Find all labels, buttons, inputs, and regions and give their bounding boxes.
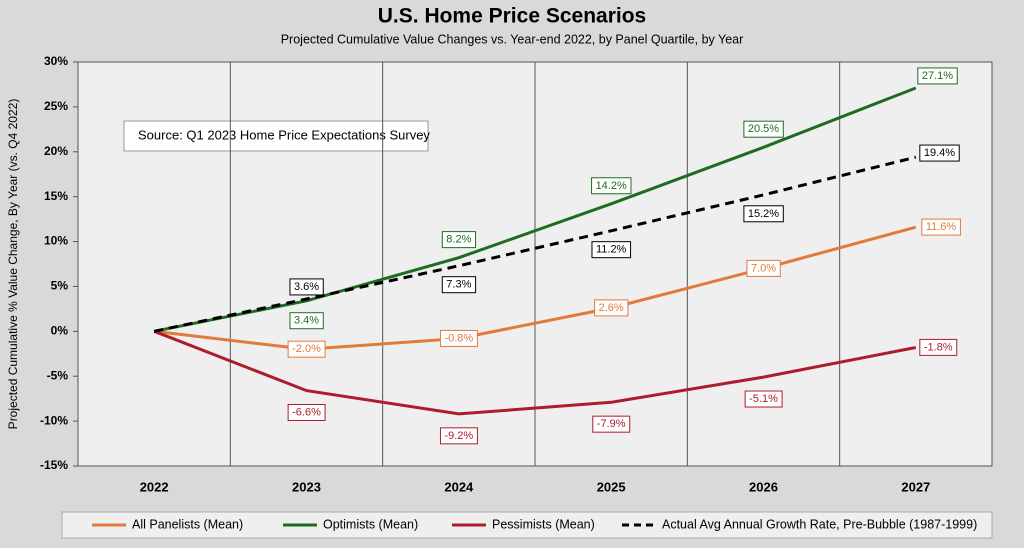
chart-title: U.S. Home Price Scenarios [378,5,646,28]
data-label-text: 11.6% [926,221,957,233]
y-tick-label: -15% [40,458,68,472]
data-label-text: -0.8% [444,332,473,344]
series-line [153,86,917,333]
data-label: -0.8% [439,329,478,347]
data-label: -9.2% [439,427,478,445]
data-label-box [921,218,961,236]
data-label-box [917,67,958,85]
data-label: 14.2% [591,177,632,195]
data-label: 3.4% [289,312,324,330]
legend-label: Pessimists (Mean) [492,517,595,531]
data-label-box [439,427,478,445]
data-label-box [289,278,324,296]
data-label: 11.6% [921,218,961,236]
data-label-text: 3.6% [294,281,319,293]
data-label-box [744,390,783,408]
data-label-text: -1.8% [924,341,953,353]
chart-subtitle: Projected Cumulative Value Changes vs. Y… [281,32,744,46]
data-label-text: 11.2% [596,244,627,256]
data-label: 11.2% [591,241,632,259]
data-label-text: 20.5% [748,123,779,135]
legend-label: Actual Avg Annual Growth Rate, Pre-Bubbl… [662,517,977,531]
data-label: 2.6% [594,299,629,317]
y-tick-label: 30% [44,54,68,68]
x-tick-label: 2023 [292,479,321,494]
data-label: -5.1% [744,390,783,408]
legend [61,511,993,539]
y-tick-label: 20% [44,144,68,158]
data-label-box [439,329,478,347]
data-label: 27.1% [917,67,958,85]
data-label-text: 2.6% [599,302,624,314]
data-label-box [919,144,960,162]
y-tick-label: 0% [51,324,69,338]
data-label-box [287,403,326,421]
data-label-box [591,177,632,195]
data-label-box [919,338,958,356]
x-tick-label: 2022 [140,479,169,494]
y-tick-label: -5% [47,368,69,382]
series-line [154,225,917,351]
y-tick-label: 5% [51,279,69,293]
data-label-box [743,120,784,138]
series-line [153,329,917,416]
data-label: -6.6% [287,403,326,421]
legend-label: All Panelists (Mean) [132,517,243,531]
data-label: -7.9% [592,415,631,433]
data-label-text: 7.3% [446,279,471,291]
x-tick-label: 2024 [444,479,474,494]
data-label-text: 19.4% [924,147,955,159]
data-label-text: -2.0% [292,343,321,355]
data-label-text: 8.2% [446,234,471,246]
data-label: 19.4% [919,144,960,162]
data-label: 7.0% [746,259,781,277]
data-label: 7.3% [441,276,477,294]
y-axis-label: Projected Cumulative % Value Change, By … [6,99,20,430]
data-label-text: 14.2% [596,180,627,192]
data-label-box [289,312,324,330]
data-label-text: 3.4% [294,315,319,327]
data-label-text: 7.0% [751,262,776,274]
data-label: 3.6% [289,278,324,296]
y-tick-label: 15% [44,189,68,203]
data-label-text: 27.1% [922,70,953,82]
y-tick-label: 10% [44,234,68,248]
data-label-box [441,276,477,294]
x-tick-label: 2027 [901,479,930,494]
x-tick-label: 2026 [749,479,778,494]
data-label-box [592,415,631,433]
data-label-box [287,340,326,358]
annotation: Source: Q1 2023 Home Price Expectations … [138,127,430,142]
data-label-text: -6.6% [292,406,321,418]
data-label: 15.2% [743,205,784,223]
data-label-box [743,205,784,223]
data-label-box [591,241,632,259]
data-label: 8.2% [441,231,477,249]
data-label-box [746,259,781,277]
series-line [153,155,917,333]
y-tick-label: -10% [40,413,68,427]
annotation-box [123,120,429,152]
data-label-text: -5.1% [749,393,778,405]
data-label: 20.5% [743,120,784,138]
data-label-text: -9.2% [444,430,473,442]
data-label: -1.8% [919,338,958,356]
legend-label: Optimists (Mean) [323,517,418,531]
data-label-text: 15.2% [748,208,779,220]
y-tick-label: 25% [44,99,68,113]
data-label-text: -7.9% [597,418,626,430]
data-label: -2.0% [287,340,326,358]
data-label-box [441,231,477,249]
x-tick-label: 2025 [597,479,626,494]
data-label-box [594,299,629,317]
